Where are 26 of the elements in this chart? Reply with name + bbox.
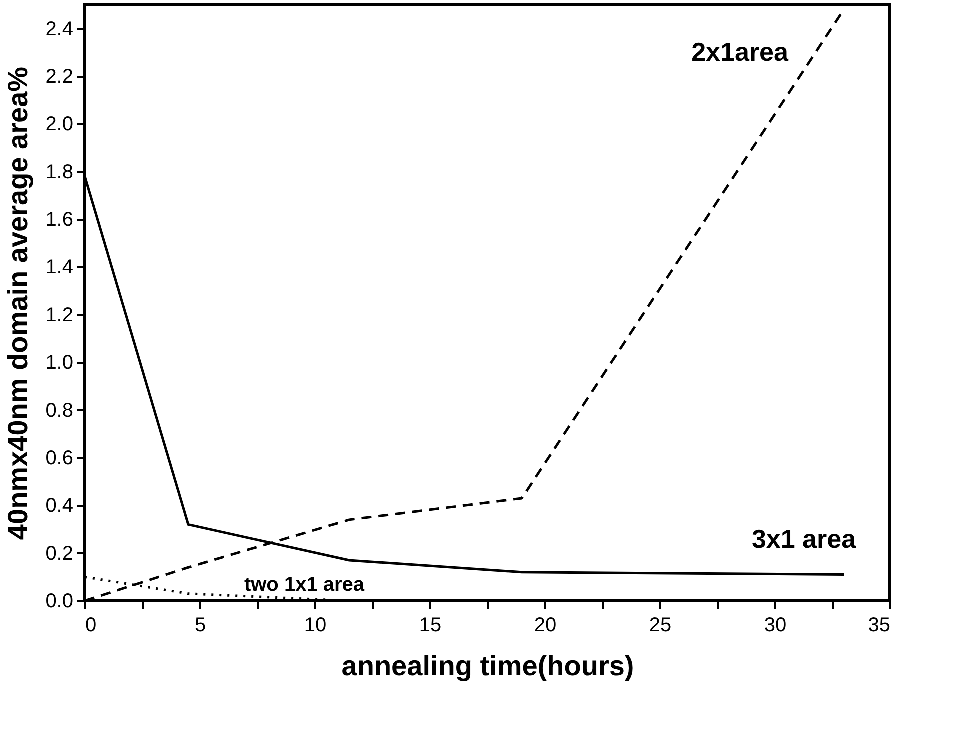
y-tick-label: 2.4 <box>46 18 74 40</box>
y-axis-title: 40nmx40nm domain average area% <box>2 66 34 540</box>
y-tick-label: 1.8 <box>46 161 74 184</box>
x-tick-label: 15 <box>419 614 442 636</box>
y-tick-label: 1.2 <box>46 304 74 326</box>
x-tick-label: 0 <box>86 614 97 636</box>
y-tick-label: 1.0 <box>46 352 74 374</box>
y-tick-label: 0.8 <box>46 400 74 422</box>
y-tick-label: 1.6 <box>46 209 74 232</box>
x-tick-label: 30 <box>764 614 787 636</box>
series-label: 3x1 area <box>752 524 857 554</box>
y-tick-label: 0.2 <box>46 542 74 565</box>
series-label: 2x1area <box>692 36 789 67</box>
y-tick-label: 0.4 <box>46 495 74 518</box>
y-tick-label: 2.2 <box>46 66 74 88</box>
y-tick-label: 0.6 <box>46 447 74 470</box>
x-tick-label: 25 <box>649 614 672 636</box>
y-tick-label: 2.0 <box>46 114 74 136</box>
series-label: two 1x1 area <box>244 574 366 596</box>
x-axis-title: annealing time(hours) <box>342 650 634 682</box>
x-tick-label: 10 <box>304 614 327 636</box>
x-tick-label: 5 <box>194 614 206 636</box>
x-tick-label: 20 <box>534 614 557 636</box>
y-tick-label: 1.4 <box>46 256 74 279</box>
y-tick-label: 0.0 <box>46 590 74 612</box>
x-tick-label: 35 <box>868 614 890 636</box>
